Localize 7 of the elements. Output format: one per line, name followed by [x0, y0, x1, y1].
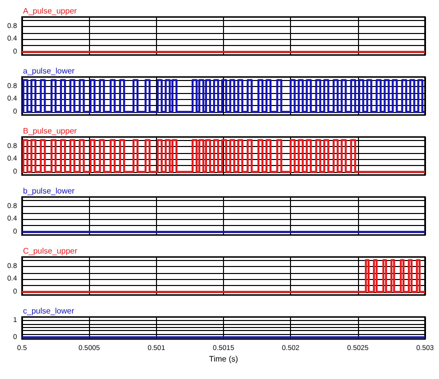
- chart-title: C_pulse_upper: [23, 246, 78, 256]
- chart-title: c_pulse_lower: [23, 306, 74, 316]
- chart-title: B_pulse_upper: [23, 126, 78, 136]
- x-axis-title: Time (s): [208, 354, 238, 364]
- chart-title: a_pulse_lower: [23, 66, 75, 76]
- chart-title: b_pulse_lower: [23, 186, 75, 196]
- chart-title: A_pulse_upper: [23, 6, 78, 16]
